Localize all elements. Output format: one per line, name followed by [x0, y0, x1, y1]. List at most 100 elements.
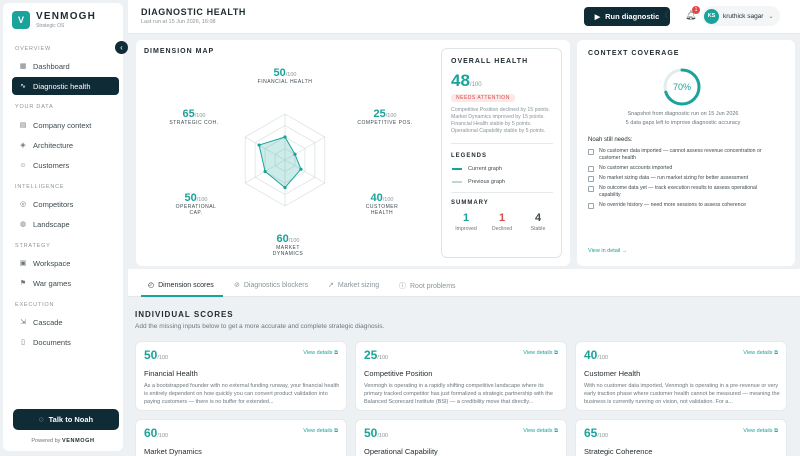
view-details-link[interactable]: View details ⧉ [523, 428, 558, 434]
legends-title: LEGENDS [451, 153, 488, 159]
sidebar-item-war-games[interactable]: ⚑ War games [12, 274, 119, 292]
sidebar-item-label: Documents [33, 337, 71, 347]
external-link-icon: ⧉ [334, 350, 338, 356]
target-icon: ◎ [19, 201, 27, 208]
nav-section-overview: OVERVIEW [15, 46, 51, 52]
user-menu[interactable]: KS kruthick sagar ⌄ [702, 6, 780, 26]
radar-label-competitive-pos[interactable]: 25/100 COMPETITIVE POS. [357, 108, 413, 126]
radar-label-customer-health[interactable]: 40/100 CUSTOMER HEALTH [365, 192, 399, 216]
external-link-icon: ⧉ [554, 428, 558, 434]
sidebar-item-customers[interactable]: ☺ Customers [12, 156, 119, 174]
sidebar-item-label: Architecture [33, 140, 74, 150]
sidebar-item-landscape[interactable]: ◍ Landscape [12, 215, 119, 233]
info-icon: ⓘ [399, 283, 406, 290]
sidebar-item-dashboard[interactable]: ▦ Dashboard [12, 57, 119, 75]
sidebar-item-documents[interactable]: ▯ Documents [12, 333, 119, 351]
tabs-bar [128, 269, 800, 297]
summary-title: SUMMARY [451, 200, 489, 206]
nav-section-strategy: STRATEGY [15, 243, 51, 249]
checkbox[interactable] [588, 176, 594, 182]
coverage-gauge: 70% [663, 68, 701, 106]
talk-to-noah-button[interactable]: ◌ Talk to Noah [13, 409, 119, 430]
context-coverage-card [577, 40, 795, 266]
brand-tagline: Strategic OS [36, 23, 65, 29]
last-run-text: Last run at 15 Jun 2026, 16:08 [141, 19, 216, 25]
noah-needs-title: Noah still needs: [588, 137, 633, 143]
sidebar-item-label: Company context [33, 120, 92, 130]
dimension-map-title: DIMENSION MAP [144, 48, 215, 55]
external-link-icon: ⧉ [334, 428, 338, 434]
header: DIAGNOSTIC HEALTH Last run at 15 Jun 202… [128, 0, 800, 34]
flag-icon: ⚑ [19, 280, 27, 287]
view-details-link[interactable]: View details ⧉ [743, 428, 778, 434]
external-link-icon: ⧉ [774, 428, 778, 434]
sidebar-item-label: Cascade [33, 317, 63, 327]
overall-description: Competitive Position declined by 15 poin… [451, 107, 550, 134]
view-in-detail-link[interactable]: View in detail → [588, 248, 628, 254]
powered-by: Powered by VENMOGH [31, 438, 95, 444]
external-link-icon: ⧉ [774, 350, 778, 356]
sidebar-item-label: Workspace [33, 258, 71, 268]
divider [451, 192, 553, 193]
score-card-financial-health: 50/100 View details ⧉ Financial Health A… [135, 341, 347, 411]
tab-root-problems[interactable]: ⓘ Root problems [399, 282, 456, 291]
checkbox[interactable] [588, 186, 594, 192]
legend-previous: Previous graph [452, 179, 505, 185]
overall-health-panel: OVERALL HEALTH 48/100 NEEDS ATTENTION Co… [441, 48, 562, 258]
active-tab-indicator [141, 295, 223, 297]
sidebar-item-label: Dashboard [33, 61, 70, 71]
status-badge: NEEDS ATTENTION [451, 94, 515, 102]
score-card-description: As a bootstrapped founder with no extern… [144, 383, 340, 405]
brand[interactable]: V VENMOGH Strategic OS [12, 11, 96, 29]
notification-badge: 1 [692, 6, 700, 14]
view-details-link[interactable]: View details ⧉ [743, 350, 778, 356]
radar-label-operational-cap[interactable]: 50/100 OPERATIONAL CAP. [175, 192, 217, 216]
building-icon: ▤ [19, 122, 27, 129]
checkbox[interactable] [588, 149, 594, 155]
coverage-percent: 70% [673, 82, 691, 92]
legend-swatch [452, 181, 462, 183]
summary-improved: 1 Improved [455, 212, 477, 232]
need-item[interactable]: No override history — need more sessions… [588, 202, 778, 209]
chat-icon: ◌ [38, 415, 44, 424]
chevron-left-icon: ‹ [120, 43, 123, 52]
nav-section-execution: EXECUTION [15, 302, 55, 308]
individual-scores-subtitle: Add the missing inputs below to get a mo… [135, 323, 385, 330]
brand-logo-icon: V [12, 11, 30, 29]
need-item[interactable]: No outcome data yet — track execution re… [588, 185, 778, 198]
tab-diagnostics-blockers[interactable]: ⊘ Diagnostics blockers [234, 281, 309, 290]
score-card-name: Customer Health [584, 369, 641, 378]
checkbox[interactable] [588, 203, 594, 209]
view-details-link[interactable]: View details ⧉ [523, 350, 558, 356]
sidebar-item-diagnostic-health[interactable]: ∿ Diagnostic health [12, 77, 119, 95]
collapse-sidebar-button[interactable]: ‹ [115, 41, 128, 54]
run-diagnostic-button[interactable]: ▶ Run diagnostic [584, 7, 670, 26]
radar-label-market-dynamics[interactable]: 60/100 MARKET DYNAMICS [272, 233, 304, 257]
workspace-icon: ▣ [19, 260, 27, 267]
user-name: kruthick sagar [723, 12, 764, 20]
overall-health-title: OVERALL HEALTH [451, 58, 529, 65]
dark-mode-icon[interactable]: ☾ [664, 10, 673, 20]
bell-icon[interactable]: 🔔︎ [685, 10, 697, 20]
score-card-description: With no customer data imported, Venmogh … [584, 383, 780, 405]
score-card-strategic-coherence: 65/100 View details ⧉ Strategic Coherenc… [575, 419, 787, 456]
need-item[interactable]: No customer accounts imported [588, 165, 778, 172]
view-details-link[interactable]: View details ⧉ [303, 350, 338, 356]
legend-current: Current graph [452, 166, 502, 172]
users-icon: ☺ [19, 161, 27, 169]
sidebar-item-cascade[interactable]: ⇲ Cascade [12, 313, 119, 331]
sidebar-item-workspace[interactable]: ▣ Workspace [12, 254, 119, 272]
data-gaps-text: 5 data gaps left to improve diagnostic a… [625, 120, 741, 126]
need-item[interactable]: No customer data imported — cannot asses… [588, 148, 778, 161]
view-details-link[interactable]: View details ⧉ [303, 428, 338, 434]
radar-label-strategic-coh[interactable]: 65/100 STRATEGIC COH. [169, 108, 219, 126]
tab-market-sizing[interactable]: ↗ Market sizing [328, 281, 380, 290]
tab-dimension-scores[interactable]: ◴ Dimension scores [148, 281, 214, 290]
radar-label-financial-health[interactable]: 50/100 FINANCIAL HEALTH [257, 67, 313, 85]
sidebar-item-company-context[interactable]: ▤ Company context [12, 116, 119, 134]
sidebar-item-competitors[interactable]: ◎ Competitors [12, 195, 119, 213]
checkbox[interactable] [588, 166, 594, 172]
need-item[interactable]: No market sizing data — run market sizin… [588, 175, 778, 182]
sidebar: V VENMOGH Strategic OS OVERVIEW ▦ Dashbo… [3, 3, 123, 451]
sidebar-item-architecture[interactable]: ◈ Architecture [12, 136, 119, 154]
